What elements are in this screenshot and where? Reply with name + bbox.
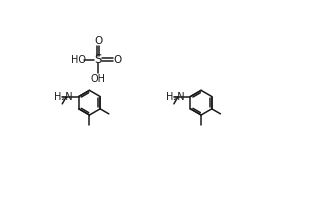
Text: S: S: [94, 53, 102, 66]
Text: OH: OH: [91, 74, 106, 84]
Text: H₂N: H₂N: [166, 92, 185, 101]
Text: H₂N: H₂N: [54, 92, 73, 101]
Text: O: O: [94, 36, 102, 46]
Text: HO: HO: [70, 55, 86, 65]
Text: O: O: [113, 55, 121, 65]
